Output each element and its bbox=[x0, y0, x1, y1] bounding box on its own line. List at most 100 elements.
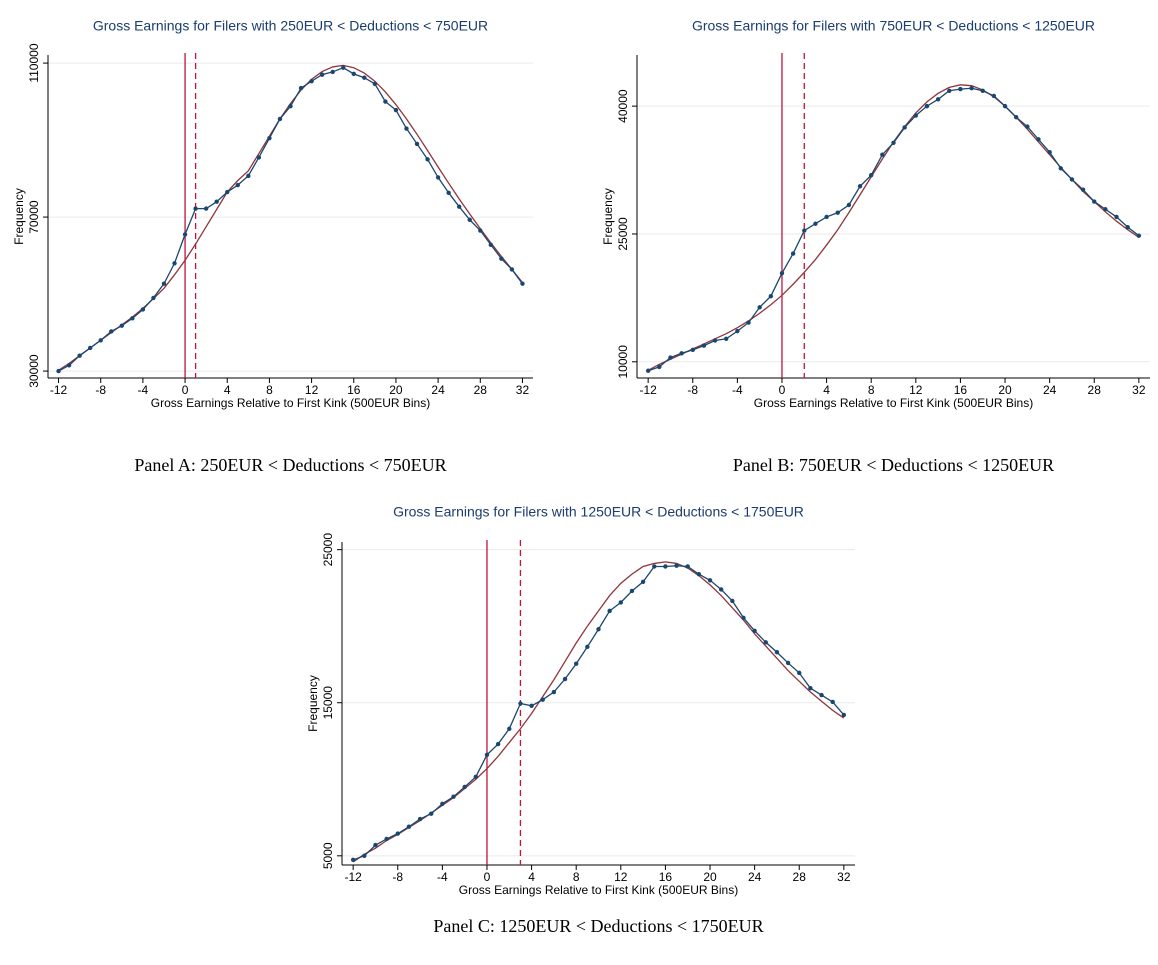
y-tick-label: 5000 bbox=[321, 842, 335, 869]
data-point bbox=[1114, 214, 1119, 220]
x-tick-label: -4 bbox=[138, 383, 149, 397]
data-point bbox=[808, 685, 813, 691]
y-axis-label: Frequency bbox=[306, 675, 320, 732]
data-point bbox=[350, 857, 356, 862]
x-tick-label: 0 bbox=[779, 383, 786, 397]
x-tick-label: 24 bbox=[1043, 383, 1057, 397]
data-point bbox=[913, 113, 919, 118]
x-tick-label: 8 bbox=[266, 383, 273, 397]
x-tick-label: 32 bbox=[516, 383, 530, 397]
data-point bbox=[429, 811, 434, 816]
data-point bbox=[690, 347, 695, 353]
data-point bbox=[551, 689, 557, 695]
x-tick-label: 20 bbox=[703, 870, 717, 884]
data-point bbox=[467, 217, 472, 222]
data-point bbox=[935, 97, 941, 102]
data-point bbox=[484, 752, 490, 757]
data-point bbox=[507, 726, 512, 731]
x-tick-label: 12 bbox=[614, 870, 628, 884]
data-point bbox=[161, 281, 167, 286]
data-point bbox=[417, 816, 423, 822]
x-tick-label: 28 bbox=[1088, 383, 1102, 397]
data-point bbox=[456, 204, 462, 209]
data-point bbox=[130, 316, 135, 321]
x-tick-label: 0 bbox=[484, 870, 491, 884]
data-point bbox=[414, 141, 420, 147]
data-point bbox=[440, 801, 445, 806]
data-point bbox=[140, 307, 146, 312]
data-point bbox=[724, 336, 729, 341]
data-point bbox=[193, 206, 198, 211]
data-point bbox=[685, 564, 690, 569]
data-point bbox=[701, 343, 707, 348]
x-tick-label: -12 bbox=[50, 383, 68, 397]
data-point bbox=[478, 228, 483, 233]
data-point bbox=[56, 368, 61, 374]
x-tick-label: 24 bbox=[431, 383, 445, 397]
data-point bbox=[752, 628, 757, 633]
data-point bbox=[640, 579, 646, 585]
data-point bbox=[383, 99, 388, 104]
data-point bbox=[66, 363, 72, 368]
x-tick-label: -8 bbox=[687, 383, 698, 397]
data-point bbox=[473, 774, 479, 780]
x-tick-label: 8 bbox=[868, 383, 875, 397]
data-point bbox=[1092, 199, 1097, 204]
data-point bbox=[668, 355, 673, 360]
y-tick-label: 25000 bbox=[616, 217, 630, 251]
y-tick-label: 110000 bbox=[27, 43, 41, 82]
data-point bbox=[674, 563, 679, 568]
data-point bbox=[341, 65, 346, 70]
data-point bbox=[462, 784, 467, 790]
x-tick-label: -12 bbox=[344, 870, 362, 884]
data-point bbox=[98, 338, 103, 343]
y-tick-label: 25000 bbox=[321, 533, 335, 567]
data-point bbox=[235, 182, 240, 188]
data-point bbox=[256, 155, 262, 160]
x-tick-label: 12 bbox=[305, 383, 319, 397]
x-tick-label: 16 bbox=[659, 870, 673, 884]
data-point bbox=[980, 88, 985, 93]
data-point bbox=[451, 794, 456, 799]
data-point bbox=[857, 184, 863, 189]
data-point bbox=[1058, 166, 1063, 171]
x-tick-label: -4 bbox=[437, 870, 448, 884]
data-point bbox=[495, 741, 501, 747]
data-point bbox=[87, 345, 93, 351]
data-point bbox=[520, 281, 525, 286]
data-point bbox=[991, 93, 997, 99]
x-tick-label: 32 bbox=[837, 870, 851, 884]
data-point bbox=[1025, 124, 1030, 129]
data-point bbox=[351, 71, 356, 77]
x-tick-label: 16 bbox=[954, 383, 968, 397]
data-point bbox=[1013, 115, 1019, 120]
data-point bbox=[730, 598, 735, 604]
series-line bbox=[352, 561, 845, 863]
data-point bbox=[891, 140, 896, 145]
x-tick-label: 28 bbox=[793, 870, 807, 884]
data-point bbox=[384, 836, 389, 842]
x-tick-label: -4 bbox=[732, 383, 743, 397]
data-point bbox=[425, 157, 430, 162]
data-point bbox=[696, 571, 702, 577]
data-point bbox=[225, 189, 230, 195]
data-point bbox=[718, 587, 724, 592]
x-tick-label: 20 bbox=[389, 383, 403, 397]
chart-title: Gross Earnings for Filers with 250EUR < … bbox=[93, 18, 488, 34]
data-point bbox=[746, 320, 751, 325]
x-axis-label: Gross Earnings Relative to First Kink (5… bbox=[459, 883, 738, 897]
x-tick-label: -8 bbox=[392, 870, 403, 884]
data-point bbox=[958, 86, 963, 92]
data-point bbox=[880, 152, 885, 157]
data-point bbox=[835, 210, 840, 215]
caption: Panel C: 1250EUR < Deductions < 1750EUR bbox=[433, 916, 763, 936]
data-point bbox=[768, 293, 774, 299]
y-tick-label: 30000 bbox=[27, 354, 41, 388]
data-point bbox=[790, 251, 796, 256]
data-point bbox=[585, 644, 590, 650]
data-point bbox=[362, 853, 367, 859]
data-point bbox=[1047, 149, 1052, 155]
data-point bbox=[1069, 177, 1075, 182]
data-point bbox=[735, 328, 740, 334]
data-point bbox=[77, 353, 82, 358]
